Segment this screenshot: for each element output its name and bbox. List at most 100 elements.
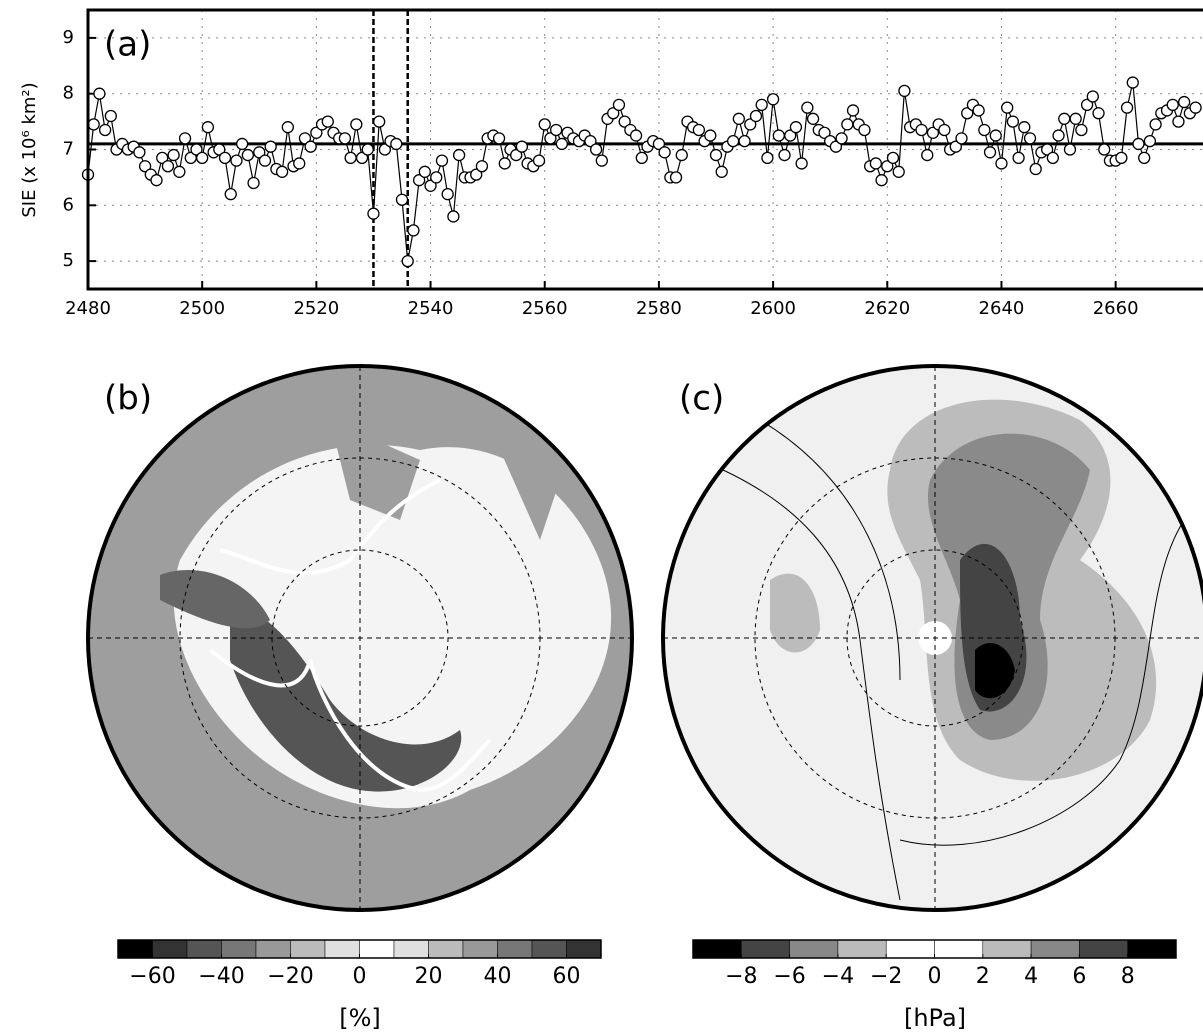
data-point <box>778 148 791 162</box>
data-point <box>167 148 180 162</box>
data-point <box>253 146 266 159</box>
colorbar-segment <box>290 939 326 959</box>
data-point <box>675 148 688 162</box>
data-point <box>744 118 757 131</box>
data-point <box>224 187 237 201</box>
colorbar-segment <box>324 939 360 959</box>
data-point <box>1006 115 1020 128</box>
data-point <box>395 193 409 206</box>
y-tick-label: 8 <box>63 83 74 104</box>
data-point <box>961 107 974 120</box>
data-point <box>1001 101 1014 114</box>
plot-frame <box>86 8 1203 291</box>
data-point <box>789 121 803 134</box>
data-point <box>784 129 797 142</box>
data-point <box>98 123 112 137</box>
data-point <box>447 210 460 223</box>
data-point <box>618 115 631 128</box>
data-point <box>875 174 888 187</box>
data-point <box>1023 132 1037 145</box>
data-point <box>452 148 466 162</box>
data-point <box>470 168 483 181</box>
data-point <box>1052 129 1065 142</box>
colorbar-label: −40 <box>198 964 244 989</box>
colorbar-label: 4 <box>1024 964 1038 989</box>
colorbar-segment <box>741 939 790 959</box>
colorbar-segment <box>393 939 429 959</box>
data-point <box>955 132 968 145</box>
data-point <box>190 143 203 156</box>
data-point <box>104 109 117 123</box>
data-point <box>898 84 911 98</box>
data-point <box>430 171 443 184</box>
data-point <box>795 157 808 170</box>
data-point <box>1178 95 1191 109</box>
data-point <box>298 132 312 145</box>
data-point <box>1132 137 1145 151</box>
data-point <box>772 129 785 142</box>
data-point <box>1058 112 1071 125</box>
data-point <box>532 154 546 167</box>
data-point <box>161 160 175 173</box>
data-point <box>972 104 985 117</box>
x-tick-label: 2600 <box>750 298 796 319</box>
data-point <box>1080 98 1094 112</box>
data-point <box>510 148 523 162</box>
data-point <box>515 140 529 153</box>
data-point <box>173 165 186 178</box>
x-tick-label: 2520 <box>293 298 339 319</box>
data-point <box>230 154 243 167</box>
data-point <box>401 254 414 268</box>
data-point <box>201 121 215 134</box>
colorbar-segment <box>255 939 291 959</box>
colorbar-segment <box>531 939 567 959</box>
data-point <box>629 129 643 142</box>
data-point <box>704 129 717 142</box>
data-point <box>761 151 774 165</box>
panel-label: (b) <box>104 379 152 419</box>
x-tick-label: 2500 <box>179 298 225 319</box>
data-point <box>869 157 883 170</box>
data-point <box>726 134 740 148</box>
data-point <box>247 176 260 190</box>
colorbar-segment <box>885 939 935 959</box>
data-point <box>989 129 1002 142</box>
x-tick-label: 2480 <box>65 298 111 319</box>
colorbar-segment <box>789 939 839 959</box>
data-point <box>350 118 363 131</box>
data-point <box>658 146 671 159</box>
data-point <box>858 123 871 137</box>
data-point <box>213 143 226 156</box>
colorbar-label: −8 <box>725 964 757 989</box>
y-tick-label: 7 <box>63 139 74 160</box>
data-point <box>196 151 209 165</box>
data-point <box>138 160 152 173</box>
data-point <box>892 165 905 178</box>
colorbar-segment <box>497 939 533 959</box>
data-point <box>1069 112 1082 125</box>
data-point <box>275 165 289 178</box>
y-axis-title: SIE (x 10⁶ km²) <box>19 82 40 217</box>
data-point <box>983 146 997 159</box>
data-point <box>1115 151 1128 165</box>
colorbar-segment <box>1127 939 1177 959</box>
data-point <box>755 98 768 112</box>
colorbar-segment <box>186 939 222 959</box>
data-point <box>441 187 454 201</box>
data-point <box>1143 134 1157 148</box>
colorbar-label: −20 <box>267 964 313 989</box>
x-tick-label: 2560 <box>522 298 568 319</box>
data-point <box>373 115 386 128</box>
colorbar-label: 6 <box>1072 964 1086 989</box>
data-point <box>1012 151 1025 165</box>
data-point <box>829 140 843 153</box>
data-point <box>589 143 603 156</box>
data-point <box>1189 101 1202 114</box>
data-point <box>361 143 374 156</box>
map-b-border <box>86 364 634 912</box>
data-point <box>538 118 551 131</box>
colorbar-label: 40 <box>484 964 512 989</box>
data-point <box>635 151 648 165</box>
data-point <box>93 87 106 100</box>
